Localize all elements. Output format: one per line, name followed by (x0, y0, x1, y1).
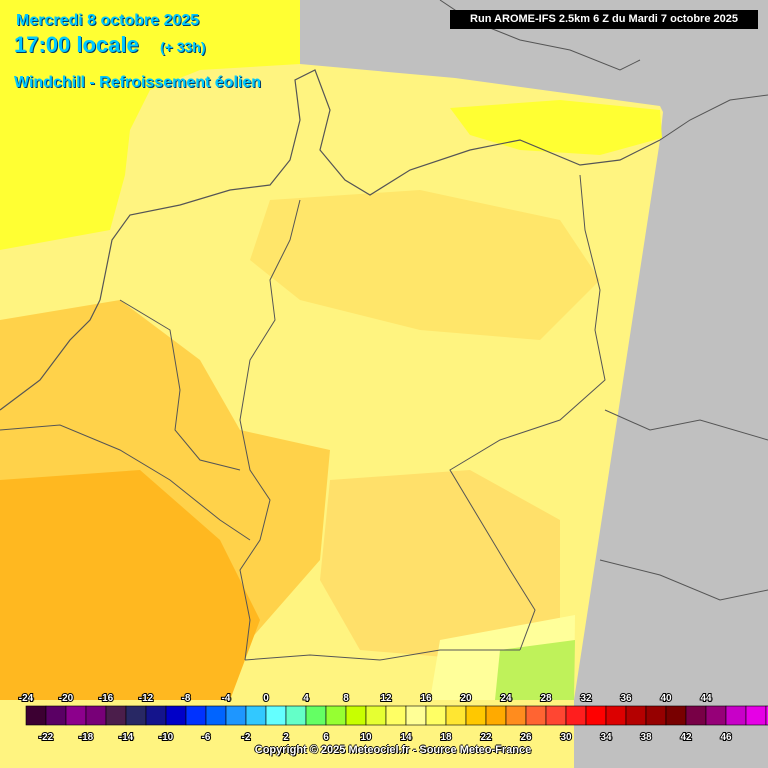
legend-swatch (625, 705, 647, 726)
coastline-west (0, 299, 101, 411)
legend-swatch (205, 705, 227, 726)
border-east-germany (449, 174, 606, 651)
legend-tick-label: 12 (380, 693, 392, 704)
legend-tick-label: -16 (99, 693, 114, 704)
legend-tick-label: 14 (400, 732, 412, 743)
legend-tick-label: -2 (242, 732, 251, 743)
legend-swatch (725, 705, 747, 726)
baltic-sea-area (450, 100, 662, 155)
legend-tick-label: 36 (620, 693, 632, 704)
color-legend: -24 -20 -16 -12 -8 -4 0 4 8 12 16 20 24 28 32 36 40 44-22… (18, 692, 768, 744)
border-west-germany (239, 199, 301, 661)
legend-swatch (25, 705, 47, 726)
legend-swatch (685, 705, 707, 726)
legend-swatch (285, 705, 307, 726)
legend-tick-label: 16 (420, 693, 432, 704)
legend-swatch (765, 705, 768, 726)
legend-tick-label: 28 (540, 693, 552, 704)
border-outside-east (599, 409, 768, 601)
legend-swatch (65, 705, 87, 726)
legend-swatch (425, 705, 447, 726)
north-sea-area (0, 0, 300, 250)
legend-swatch (645, 705, 667, 726)
legend-tick-label: 38 (640, 732, 652, 743)
legend-swatch (485, 705, 507, 726)
legend-tick-label: 2 (283, 732, 289, 743)
legend-swatch (185, 705, 207, 726)
legend-tick-label: 46 (720, 732, 732, 743)
legend-tick-label: -6 (202, 732, 211, 743)
border-south-germany (244, 649, 520, 661)
legend-tick-label: 40 (660, 693, 672, 704)
legend-swatch (505, 705, 527, 726)
product-title: Windchill - Refroissement éolien (14, 74, 262, 91)
legend-swatch (385, 705, 407, 726)
legend-tick-label: -10 (159, 732, 174, 743)
legend-swatch (145, 705, 167, 726)
legend-tick-label: 0 (263, 693, 269, 704)
legend-swatch (745, 705, 767, 726)
legend-tick-label: 30 (560, 732, 572, 743)
run-info: Run AROME-IFS 2.5km 6 Z du Mardi 7 octob… (450, 10, 758, 29)
coastline-north (99, 69, 661, 301)
legend-tick-label: -20 (59, 693, 74, 704)
legend-swatch (405, 705, 427, 726)
legend-tick-label: 34 (600, 732, 612, 743)
legend-tick-label: 4 (303, 693, 309, 704)
legend-tick-label: 32 (580, 693, 592, 704)
legend-tick-label: 8 (343, 693, 349, 704)
legend-tick-label: -18 (79, 732, 94, 743)
legend-swatch (165, 705, 187, 726)
legend-swatch (525, 705, 547, 726)
legend-swatch (325, 705, 347, 726)
legend-tick-label: -8 (182, 693, 191, 704)
legend-swatch (565, 705, 587, 726)
warm-zone-north (250, 190, 600, 340)
forecast-date: Mercredi 8 octobre 2025 (16, 12, 200, 29)
warm-zone-southwest (0, 470, 260, 700)
legend-tick-label: -14 (119, 732, 134, 743)
alpine-green-zone (495, 640, 575, 700)
legend-swatch (545, 705, 567, 726)
border-benelux (119, 299, 241, 471)
legend-tick-label: 18 (440, 732, 452, 743)
legend-swatch (225, 705, 247, 726)
warm-zone-central (320, 470, 560, 660)
legend-swatch (465, 705, 487, 726)
legend-tick-label: 22 (480, 732, 492, 743)
legend-swatch (125, 705, 147, 726)
border-belgium-france (0, 424, 251, 541)
copyright: Copyright © 2025 Meteociel.fr - Source M… (254, 744, 532, 756)
legend-tick-label: 6 (323, 732, 329, 743)
legend-tick-label: -12 (139, 693, 154, 704)
legend-swatch (345, 705, 367, 726)
legend-swatch (445, 705, 467, 726)
legend-swatch (105, 705, 127, 726)
legend-tick-label: 44 (700, 693, 712, 704)
coastline-east (659, 94, 768, 141)
legend-tick-label: 42 (680, 732, 692, 743)
legend-swatch (665, 705, 687, 726)
legend-swatch (605, 705, 627, 726)
forecast-offset: (+ 33h) (160, 39, 206, 55)
legend-tick-label: 26 (520, 732, 532, 743)
legend-tick-label: 24 (500, 693, 512, 704)
legend-swatch (585, 705, 607, 726)
legend-swatch (305, 705, 327, 726)
legend-tick-label: -24 (19, 693, 34, 704)
legend-swatch (705, 705, 727, 726)
legend-swatch (45, 705, 67, 726)
legend-swatch (85, 705, 107, 726)
legend-swatch (265, 705, 287, 726)
legend-tick-label: 10 (360, 732, 372, 743)
legend-swatch (245, 705, 267, 726)
forecast-time: 17:00 locale (14, 32, 139, 57)
legend-tick-label: 20 (460, 693, 472, 704)
legend-swatch (365, 705, 387, 726)
legend-tick-label: -4 (222, 693, 231, 704)
legend-tick-label: -22 (39, 732, 54, 743)
